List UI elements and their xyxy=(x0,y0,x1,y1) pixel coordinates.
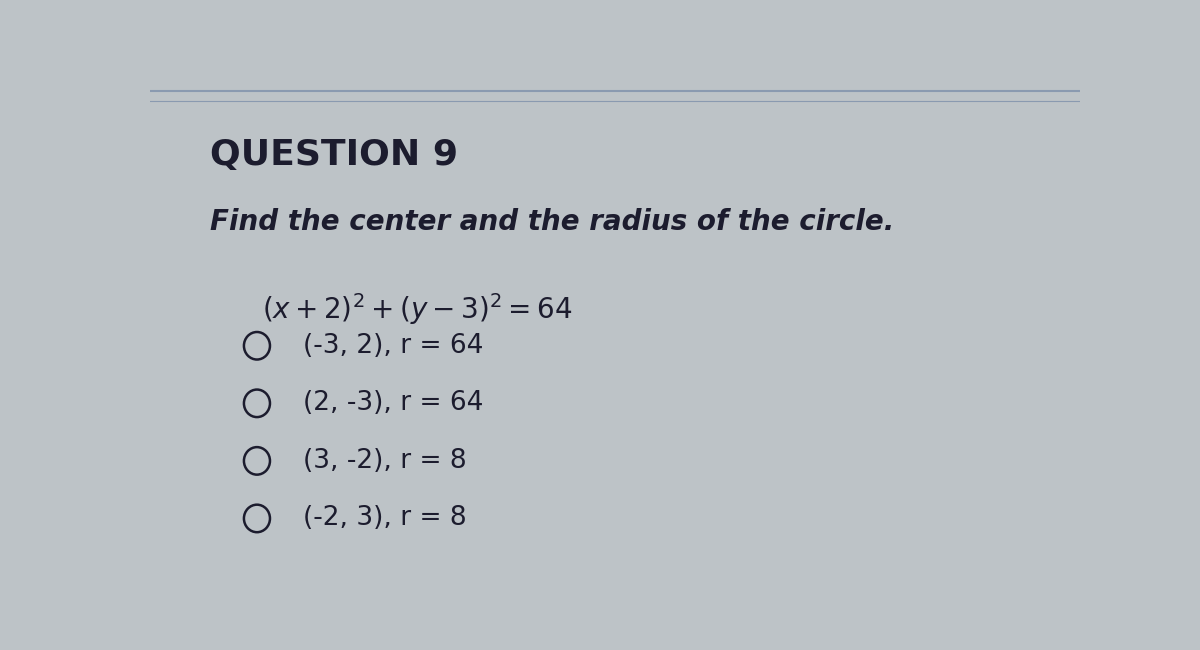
Text: QUESTION 9: QUESTION 9 xyxy=(210,138,458,172)
Text: (-2, 3), r = 8: (-2, 3), r = 8 xyxy=(304,506,467,532)
Text: $(x + 2)^2 + (y - 3)^2 = 64$: $(x + 2)^2 + (y - 3)^2 = 64$ xyxy=(262,291,572,326)
Text: (2, -3), r = 64: (2, -3), r = 64 xyxy=(304,390,484,416)
Text: Find the center and the radius of the circle.: Find the center and the radius of the ci… xyxy=(210,208,895,236)
Text: (3, -2), r = 8: (3, -2), r = 8 xyxy=(304,448,467,474)
Text: (-3, 2), r = 64: (-3, 2), r = 64 xyxy=(304,333,484,359)
